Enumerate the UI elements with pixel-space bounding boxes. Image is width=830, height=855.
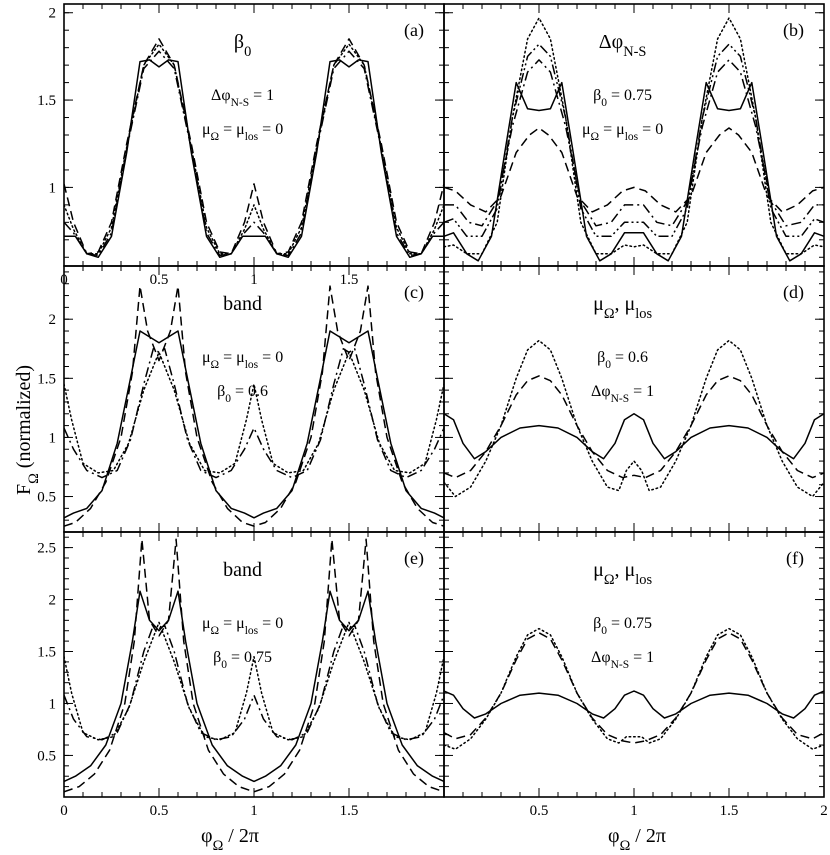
y-tick-label: 2.5 (37, 541, 56, 557)
y-tick-label: 1.5 (37, 371, 56, 387)
panel-tag: (e) (404, 548, 424, 569)
series-d-solid (444, 413, 824, 460)
y-tick-label: 1.5 (37, 645, 56, 661)
series-e-solid (64, 590, 444, 783)
series-f-dotted (444, 627, 824, 750)
series-b-dash-dot-dot (444, 43, 824, 238)
y-tick-label: 1.5 (37, 93, 56, 109)
panel-annotation: μΩ = μlos = 0 (202, 615, 283, 637)
series-b-dashed (444, 127, 824, 213)
series-d-dashed (444, 375, 824, 479)
panel-annotation: μΩ = μlos = 0 (582, 121, 663, 143)
x-tick-label: 0.5 (150, 272, 169, 288)
panel-parameter: μΩ, μlos (593, 559, 652, 588)
panel-b: (b) ΔφN-S β0 = 0.75 μΩ = μlos = 0 (443, 3, 825, 267)
series-f-dashed (444, 632, 824, 744)
panels: 1 1.5 2 0 0.5 1 1.5 (a) β0 ΔφN-S = 1 μΩ = μlos = 0… (37, 3, 828, 819)
x-axis-label: φΩ / 2π (201, 825, 259, 854)
x-tick-label: 1.5 (340, 803, 359, 819)
y-tick-label: 2 (49, 593, 57, 609)
x-tick-label: 1.5 (340, 272, 359, 288)
y-tick-label: 2 (49, 312, 57, 328)
panel-f-curves (444, 627, 824, 750)
panel-d: (d) μΩ, μlos β0 = 0.6 ΔφN-S = 1 (443, 265, 825, 533)
y-tick-label: 0.5 (37, 748, 56, 764)
series-f-solid (444, 690, 824, 719)
panel-annotation: μΩ = μlos = 0 (202, 349, 283, 371)
x-tick-label: 1 (250, 803, 258, 819)
panel-annotation: ΔφN-S = 1 (591, 649, 654, 671)
panel-annotation: ΔφN-S = 1 (211, 87, 274, 109)
panel-annotation: β0 = 0.75 (593, 615, 652, 637)
panel-d-curves (444, 339, 824, 498)
y-tick-label: 2 (49, 6, 57, 22)
series-b-solid (444, 81, 824, 262)
x-tick-label: 2 (820, 803, 828, 819)
panel-parameter: band (223, 293, 262, 315)
panel-tag: (a) (404, 20, 424, 41)
panel-annotation: β0 = 0.75 (593, 87, 652, 109)
panel-annotation: β0 = 0.6 (597, 349, 648, 371)
panel-annotation: ΔφN-S = 1 (591, 383, 654, 405)
panel-annotation: μΩ = μlos = 0 (202, 121, 283, 143)
panel-c: 0.5 1 1.5 2 (c) band μΩ = μlos = 0 β0 = 0.6 (37, 265, 445, 533)
series-e-dash-dot (64, 624, 444, 741)
series-c-dash-dot (64, 348, 444, 479)
x-tick-label: 1.5 (720, 803, 739, 819)
series-d-dotted (444, 339, 824, 498)
panel-tag: (c) (404, 282, 424, 303)
series-a-dotted (64, 43, 444, 255)
x-axis-label-right: φΩ / 2π (608, 825, 666, 854)
y-tick-label: 1 (49, 180, 57, 196)
x-tick-label: 0.5 (150, 803, 169, 819)
x-tick-label: 0.5 (530, 803, 549, 819)
panel-c-curves (64, 285, 444, 527)
panel-parameter: β0 (234, 31, 251, 60)
panel-parameter: ΔφN-S (599, 31, 647, 60)
panel-tag: (b) (783, 20, 804, 41)
series-c-dashed (64, 285, 444, 527)
y-axis-label: FΩ (normalized) (13, 365, 42, 495)
panel-a-curves (64, 38, 444, 259)
panel-e: 0.5 1 1.5 2 2.5 0 0.5 1 1.5 (e) band μΩ = μlos = 0 β… (37, 531, 445, 819)
series-b-dash-dot (444, 59, 824, 227)
series-a-dash-dot (64, 50, 444, 257)
x-tick-label: 1 (630, 803, 638, 819)
panel-tag: (d) (783, 282, 804, 303)
y-tick-label: 1 (49, 696, 57, 712)
y-tick-label: 1 (49, 430, 57, 446)
series-c-dotted (64, 351, 444, 474)
panel-annotation: β0 = 0.6 (217, 383, 268, 405)
series-a-dashed (64, 38, 444, 255)
axis-labels: FΩ (normalized) φΩ / 2π φΩ / 2π (13, 365, 666, 854)
y-tick-label: 0.5 (37, 490, 56, 506)
panel-parameter: band (223, 559, 262, 581)
panel-b-curves (444, 17, 824, 262)
panel-f: 0.5 1 1.5 2 (f) μΩ, μlos β0 = 0.75 ΔφN-S = 1 (443, 531, 828, 819)
x-tick-label: 0 (60, 803, 68, 819)
panel-annotation: β0 = 0.75 (213, 649, 272, 671)
series-e-dotted (64, 621, 444, 741)
panel-parameter: μΩ, μlos (593, 293, 652, 322)
panel-tag: (f) (786, 548, 804, 569)
x-tick-label: 1 (250, 272, 258, 288)
